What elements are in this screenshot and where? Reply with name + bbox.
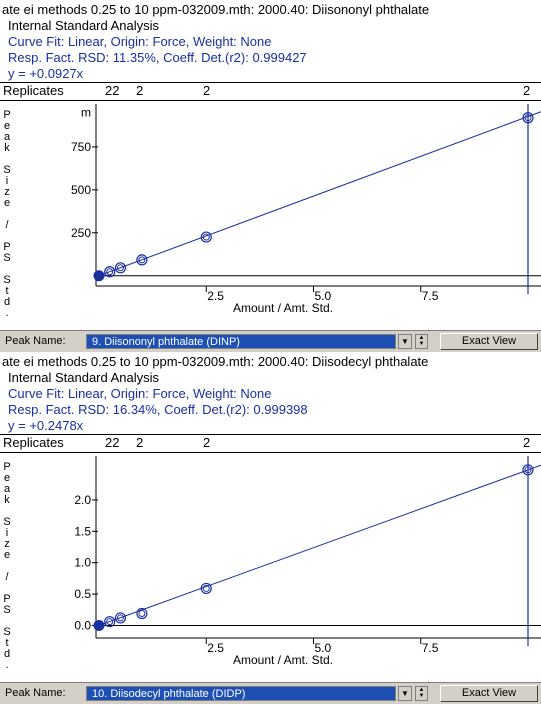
calibration-chart: 250 500 750 m 2.5 5.0 7.5 Amount / Amt. Std.: [71, 104, 541, 315]
replicate-count: 22: [105, 83, 120, 98]
calibration-panel-1: ate ei methods 0.25 to 10 ppm-032009.mth…: [0, 0, 541, 352]
fit-equation: y = +0.2478x: [8, 418, 84, 433]
panel-header: ate ei methods 0.25 to 10 ppm-032009.mth…: [0, 0, 541, 100]
calibration-panel-2: ate ei methods 0.25 to 10 ppm-032009.mth…: [0, 352, 541, 704]
replicate-count: 2: [203, 83, 211, 98]
data-point: [104, 616, 116, 628]
data-point: [136, 254, 148, 266]
data-point-inner: [116, 264, 124, 272]
spin-buttons[interactable]: ▲ ▼: [415, 334, 428, 349]
origin-point: [93, 619, 105, 631]
spin-up-icon[interactable]: ▲: [418, 687, 425, 693]
replicate-count: 2: [136, 435, 144, 450]
data-point-inner: [524, 466, 532, 474]
y-unit-label: m: [81, 106, 91, 120]
rsd-info: Resp. Fact. RSD: 11.35%, Coeff. Det.(r2)…: [8, 50, 307, 65]
panel-header: ate ei methods 0.25 to 10 ppm-032009.mth…: [0, 352, 541, 452]
replicate-count: 2: [523, 435, 531, 450]
x-tick-label: 2.5: [207, 289, 224, 303]
replicates-bar: Replicates 22 2 2 2: [0, 82, 541, 101]
data-point-inner: [202, 233, 210, 241]
data-point-inner: [106, 618, 114, 626]
x-tick-label: 5.0: [315, 641, 332, 655]
y-tick-label: 2.0: [74, 493, 91, 507]
method-title: ate ei methods 0.25 to 10 ppm-032009.mth…: [2, 354, 429, 369]
x-tick-label: 5.0: [315, 289, 332, 303]
x-axis-label: Amount / Amt. Std.: [233, 653, 333, 667]
y-tick-label: 0.5: [74, 587, 91, 601]
replicate-count: 2: [523, 83, 531, 98]
replicate-count: 2: [203, 435, 211, 450]
data-point: [200, 231, 212, 243]
y-tick-label: 1.5: [74, 524, 91, 538]
peak-name-select[interactable]: 10. Diisodecyl phthalate (DIDP): [86, 686, 396, 701]
x-tick-label: 2.5: [207, 641, 224, 655]
replicate-count: 2: [136, 83, 144, 98]
panel-footer: Peak Name: 10. Diisodecyl phthalate (DID…: [0, 682, 541, 704]
rsd-info: Resp. Fact. RSD: 16.34%, Coeff. Det.(r2)…: [8, 402, 308, 417]
peak-name-label: Peak Name:: [5, 335, 66, 347]
data-point: [522, 464, 534, 476]
spin-down-icon[interactable]: ▼: [418, 693, 425, 699]
data-point-inner: [138, 610, 146, 618]
origin-point: [93, 270, 105, 282]
y-tick-label: 500: [71, 183, 91, 197]
replicate-count: 22: [105, 435, 120, 450]
data-point: [114, 612, 127, 624]
data-point-inner: [524, 114, 532, 122]
fit-equation: y = +0.0927x: [8, 66, 84, 81]
data-point-inner: [116, 614, 124, 622]
peak-name-select[interactable]: 9. Diisononyl phthalate (DINP): [86, 334, 396, 349]
replicates-bar: Replicates 22 2 2 2: [0, 434, 541, 453]
data-point: [136, 607, 148, 620]
y-tick-label: 750: [71, 140, 91, 154]
curve-fit-info: Curve Fit: Linear, Origin: Force, Weight…: [8, 386, 272, 401]
spin-buttons[interactable]: ▲ ▼: [415, 686, 428, 701]
x-tick-label: 7.5: [422, 289, 439, 303]
analysis-type: Internal Standard Analysis: [8, 18, 160, 33]
data-point: [200, 582, 212, 595]
spin-down-icon[interactable]: ▼: [418, 341, 425, 347]
x-tick-label: 7.5: [422, 641, 439, 655]
exact-view-button[interactable]: Exact View: [440, 333, 538, 350]
exact-view-button[interactable]: Exact View: [440, 685, 538, 702]
x-axis-label: Amount / Amt. Std.: [233, 301, 333, 315]
data-point: [114, 262, 127, 274]
data-point: [104, 266, 116, 278]
data-point-inner: [202, 584, 210, 592]
chevron-down-icon[interactable]: ▼: [398, 686, 412, 701]
analysis-type: Internal Standard Analysis: [8, 370, 160, 385]
y-tick-label: 250: [71, 226, 91, 240]
spin-up-icon[interactable]: ▲: [418, 335, 425, 341]
fit-line: [98, 464, 541, 626]
y-tick-label: 0.0: [74, 618, 91, 632]
peak-name-label: Peak Name:: [5, 687, 66, 699]
method-title: ate ei methods 0.25 to 10 ppm-032009.mth…: [2, 2, 430, 17]
data-point-inner: [138, 256, 146, 264]
data-point: [522, 112, 534, 124]
replicates-title: Replicates: [3, 83, 64, 98]
data-point-inner: [106, 268, 114, 276]
calibration-chart: 0.0 0.5 1.0 1.5 2.0 2.5 5.0 7.5 Amount / Amt. St…: [74, 456, 541, 667]
curve-fit-info: Curve Fit: Linear, Origin: Force, Weight…: [8, 34, 272, 49]
replicates-title: Replicates: [3, 435, 64, 450]
chevron-down-icon[interactable]: ▼: [398, 334, 412, 349]
panel-footer: Peak Name: 9. Diisononyl phthalate (DINP…: [0, 330, 541, 352]
fit-line: [98, 111, 541, 277]
y-tick-label: 1.0: [74, 556, 91, 570]
